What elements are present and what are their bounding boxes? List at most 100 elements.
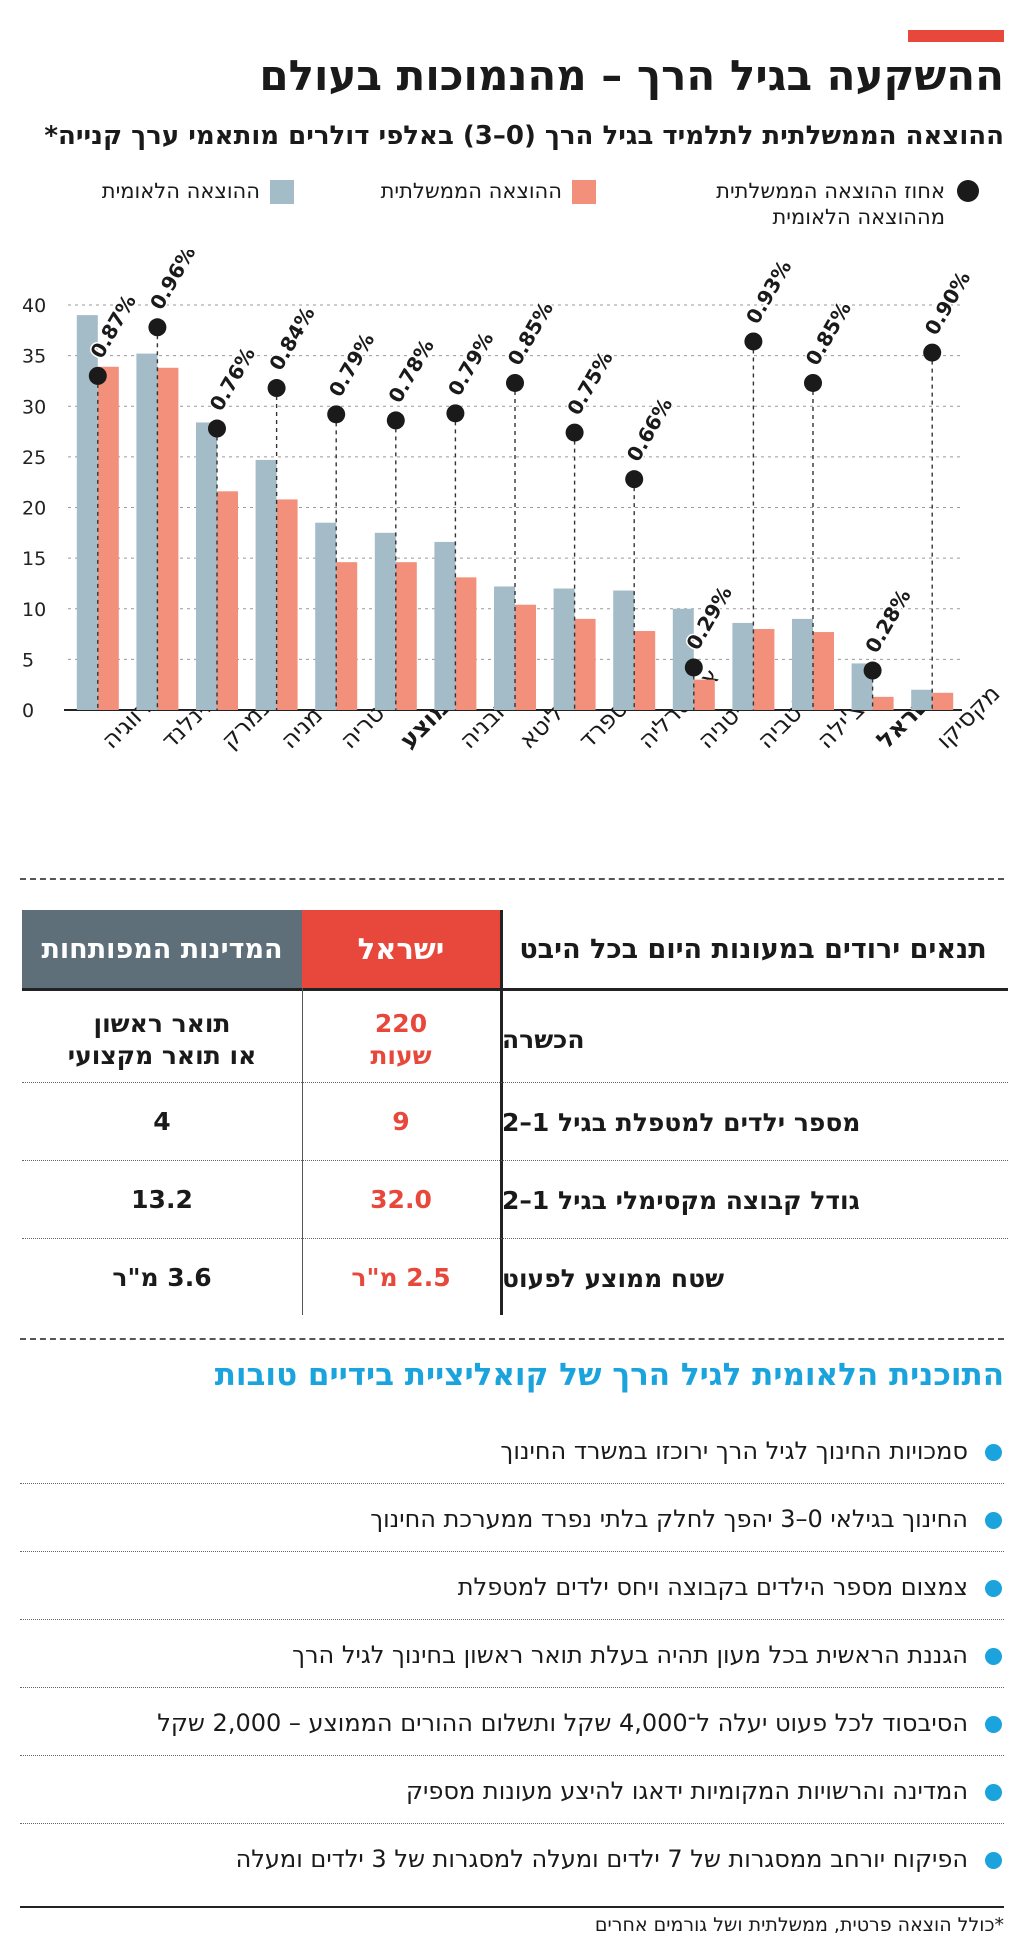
table-row-divider — [22, 1238, 1008, 1239]
y-tick-label: 20 — [22, 498, 46, 520]
government-bar — [693, 679, 715, 710]
table-column-divider — [500, 910, 503, 1315]
y-tick-label: 0 — [22, 700, 34, 722]
plan-list-item: המדינה והרשויות המקומיות ידאגו להיצע מעו… — [20, 1760, 1004, 1824]
section-separator — [20, 878, 1004, 880]
plan-title: התוכנית הלאומית לגיל הרך של קואליציית בי… — [214, 1357, 1004, 1393]
share-dot — [446, 404, 465, 423]
plan-list-item: הגננת הראשית בכל מעון תהיה בעלת תואר ראש… — [20, 1624, 1004, 1688]
national-swatch-icon — [270, 180, 294, 204]
plan-item-text: הסיבסוד לכל פעוט יעלה ל־4,000 שקל ותשלום… — [157, 1709, 968, 1737]
plan-item-text: סמכויות החינוך לגיל הרך ירוכזו במשרד החי… — [500, 1437, 968, 1465]
plan-list-item: הסיבסוד לכל פעוט יעלה ל־4,000 שקל ותשלום… — [20, 1692, 1004, 1756]
share-percent-label: 0.28% — [860, 585, 915, 657]
government-bar — [872, 696, 894, 710]
israel-group-size-value: 32.0 — [370, 1185, 432, 1214]
government-bar — [813, 632, 834, 710]
legend-share-label-2: מההוצאה הלאומית — [772, 205, 946, 229]
plan-list-item: סמכויות החינוך לגיל הרך ירוכזו במשרד החי… — [20, 1420, 1004, 1484]
plan-item-text: הגננת הראשית בכל מעון תהיה בעלת תואר ראש… — [292, 1641, 968, 1669]
footnote: *כולל הוצאה פרטית, ממשלתית ושל גורמים אח… — [594, 1914, 1004, 1936]
y-tick-label: 35 — [22, 346, 46, 368]
share-percent-label: 0.66% — [622, 394, 677, 466]
developed-training-line-1: תואר ראשון — [93, 1008, 231, 1038]
national-bar — [494, 586, 515, 710]
dot-icon — [957, 180, 979, 202]
share-dot — [804, 373, 822, 392]
page-title: ההשקעה בגיל הרך – מהנמוכות בעולם — [259, 51, 1004, 100]
government-bar — [395, 562, 417, 710]
national-bar — [434, 541, 456, 710]
government-bar — [97, 366, 119, 710]
y-tick-label: 15 — [22, 548, 46, 570]
row-label-group-size: גודל קבוצה מקסימלי בגיל 1–2 — [502, 1185, 860, 1215]
developed-ratio-value: 4 — [153, 1107, 171, 1136]
legend-government-label: ההוצאה הממשלתית — [380, 179, 562, 203]
share-percent-label: 0.84% — [264, 302, 319, 374]
share-dot — [625, 470, 644, 489]
national-bar — [792, 618, 813, 710]
plan-list-item: צמצום מספר הילדים בקבוצה ויחס ילדים למטפ… — [20, 1556, 1004, 1620]
government-bar — [574, 618, 596, 710]
israel-area-value: 2.5 מ"ר — [351, 1263, 451, 1292]
share-dot — [88, 366, 107, 385]
y-tick-label: 10 — [22, 599, 46, 621]
share-percent-label: 0.76% — [205, 343, 260, 415]
plan-item-text: צמצום מספר הילדים בקבוצה ויחס ילדים למטפ… — [457, 1573, 968, 1601]
y-tick-label: 25 — [22, 447, 46, 469]
row-label-training: הכשרה — [502, 1025, 585, 1054]
table-row-divider — [22, 1160, 1008, 1161]
legend-share-label-1: אחוז ההוצאה הממשלתית — [716, 179, 945, 203]
government-bar — [455, 577, 477, 710]
share-dot — [267, 379, 286, 398]
government-bar — [157, 367, 179, 710]
share-dot — [506, 373, 524, 392]
header-israel: ישראל — [302, 910, 500, 988]
y-tick-label: 5 — [22, 649, 34, 671]
accent-bar — [908, 30, 1004, 42]
share-percent-label: 0.75% — [562, 347, 617, 419]
y-tick-label: 40 — [22, 295, 46, 317]
share-dot — [684, 658, 703, 677]
row-label-area: שטח ממוצע לפעוט — [502, 1263, 725, 1293]
national-bar — [613, 590, 635, 710]
share-dot — [148, 318, 167, 337]
national-bar — [732, 622, 754, 710]
share-dot — [923, 343, 942, 362]
share-dot — [327, 405, 346, 424]
israel-ratio-value: 9 — [392, 1107, 410, 1136]
government-bar — [276, 499, 298, 710]
table-column-divider — [302, 988, 303, 1315]
government-bar — [634, 631, 656, 710]
table-header-rule — [22, 988, 1008, 991]
developed-area-value: 3.6 מ"ר — [112, 1263, 212, 1292]
share-percent-label: 0.79% — [324, 329, 379, 401]
israel-training-value: 220 שעות — [302, 992, 500, 1087]
share-percent-label: 0.90% — [920, 267, 975, 339]
table-row-divider — [22, 1082, 1008, 1083]
chart-subtitle: ההוצאה הממשלתית לתלמיד בגיל הרך (0–3) בא… — [44, 121, 1004, 151]
national-bar — [672, 608, 694, 710]
government-bar — [217, 491, 238, 710]
developed-group-size-value: 13.2 — [131, 1185, 193, 1214]
developed-training-line-2: או תואר מקצועי — [67, 1040, 257, 1070]
bottom-rule — [20, 1906, 1004, 1908]
national-bar — [374, 532, 396, 710]
share-percent-label: 0.85% — [801, 297, 856, 369]
header-topic: תנאים ירודים במעונות היום בכל היבט — [519, 933, 987, 965]
share-dot — [208, 419, 226, 438]
share-dot — [863, 661, 882, 680]
government-bar — [336, 562, 358, 710]
bullet-icon — [985, 1444, 1002, 1461]
header-developed: המדינות המפותחות — [22, 910, 302, 988]
legend-government: ההוצאה הממשלתית — [326, 178, 596, 204]
share-percent-label: 0.85% — [503, 297, 558, 369]
legend-share: אחוז ההוצאה הממשלתית מההוצאה הלאומית — [659, 178, 979, 230]
national-bar — [911, 689, 933, 710]
share-percent-label: 0.79% — [443, 328, 498, 400]
government-swatch-icon — [572, 180, 596, 204]
conditions-table: המדינות המפותחות ישראל תנאים ירודים במעו… — [22, 910, 1008, 1315]
share-dot — [565, 423, 584, 442]
plan-list-item: החינוך בגילאי 0–3 יהפך לחלק בלתי נפרד ממ… — [20, 1488, 1004, 1552]
legend-national-label: ההוצאה הלאומית — [101, 179, 260, 203]
